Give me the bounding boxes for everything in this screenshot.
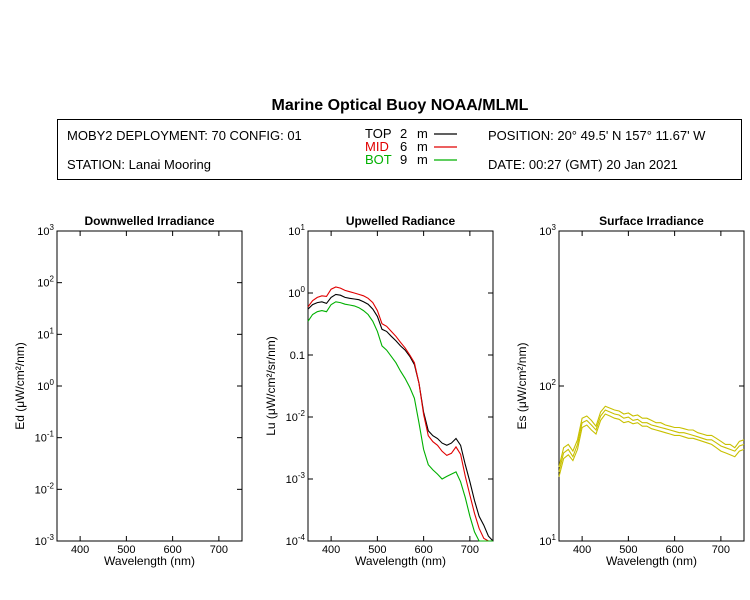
legend-label-top: TOP xyxy=(365,126,392,141)
series-line-top xyxy=(307,293,494,542)
plot-frame xyxy=(558,230,745,542)
legend-unit-top: m xyxy=(417,126,428,141)
y-tick-label: 10-3 xyxy=(35,533,55,548)
panel-title: Downwelled Irradiance xyxy=(84,214,214,228)
x-tick-label: 600 xyxy=(163,544,181,556)
info-box: MOBY2 DEPLOYMENT: 70 CONFIG: 01 STATION:… xyxy=(57,119,742,180)
y-tick-label: 102 xyxy=(539,378,556,393)
y-axis-label: Es (μW/cm²/nm) xyxy=(515,343,529,430)
y-tick-label: 102 xyxy=(37,275,54,290)
x-tick-label: 500 xyxy=(368,544,386,556)
y-tick-label: 101 xyxy=(288,223,305,238)
deployment-label: MOBY2 DEPLOYMENT: 70 CONFIG: 01 xyxy=(67,128,302,143)
y-tick-label: 101 xyxy=(37,326,54,341)
x-axis-label: Wavelength (nm) xyxy=(104,554,195,568)
y-tick-label: 10-4 xyxy=(286,533,306,548)
panel-1: Downwelled Irradiance 400 500 600 700 10-3 10-… xyxy=(13,214,243,568)
series-line-2 xyxy=(558,409,745,472)
y-tick-label: 10-1 xyxy=(35,430,55,445)
y-tick-label: 101 xyxy=(539,533,556,548)
series-line-bot xyxy=(307,301,493,542)
y-tick-label: 103 xyxy=(37,223,54,238)
x-tick-label: 400 xyxy=(322,544,340,556)
x-tick-label: 700 xyxy=(210,544,228,556)
x-tick-label: 700 xyxy=(461,544,479,556)
x-tick-label: 500 xyxy=(117,544,135,556)
y-tick-label: 0.1 xyxy=(290,350,305,362)
panel-title: Surface Irradiance xyxy=(599,214,704,228)
legend-depth-bot: 9 xyxy=(400,152,407,167)
x-axis-label: Wavelength (nm) xyxy=(355,554,446,568)
legend-label-mid: MID xyxy=(365,139,389,154)
y-tick-label: 103 xyxy=(539,223,556,238)
y-axis-label: Ed (μW/cm²/nm) xyxy=(13,342,27,430)
panel-title: Upwelled Radiance xyxy=(346,214,456,228)
y-tick-label: 10-2 xyxy=(35,481,55,496)
plot-frame xyxy=(56,230,243,542)
x-tick-label: 400 xyxy=(573,544,591,556)
legend-depth-mid: 6 xyxy=(400,139,407,154)
position-label: POSITION: 20° 49.5' N 157° 11.67' W xyxy=(488,128,706,143)
x-tick-label: 700 xyxy=(712,544,730,556)
y-tick-label: 10-3 xyxy=(286,471,306,486)
x-tick-label: 600 xyxy=(665,544,683,556)
station-label: STATION: Lanai Mooring xyxy=(67,157,212,172)
x-axis-label: Wavelength (nm) xyxy=(606,554,697,568)
legend-unit-bot: m xyxy=(417,152,428,167)
panel-3: Surface Irradiance 400 500 600 700 101 102 103 W… xyxy=(515,214,745,568)
x-tick-label: 500 xyxy=(619,544,637,556)
date-label: DATE: 00:27 (GMT) 20 Jan 2021 xyxy=(488,157,678,172)
legend-label-bot: BOT xyxy=(365,152,392,167)
plot-frame xyxy=(307,230,494,542)
series-line-3 xyxy=(558,413,745,477)
series-line-mid xyxy=(307,286,493,542)
panel-2: Upwelled Radiance 400 500 600 700 10-4 10-3 10-… xyxy=(264,214,494,568)
page-title: Marine Optical Buoy NOAA/MLML xyxy=(271,97,529,114)
legend-unit-mid: m xyxy=(417,139,428,154)
x-tick-label: 600 xyxy=(414,544,432,556)
y-tick-label: 100 xyxy=(288,285,305,300)
y-tick-label: 100 xyxy=(37,378,54,393)
y-tick-label: 10-2 xyxy=(286,409,306,424)
x-tick-label: 400 xyxy=(71,544,89,556)
y-axis-label: Lu (μW/cm²/sr/nm) xyxy=(264,336,278,436)
legend-depth-top: 2 xyxy=(400,126,407,141)
series-line-1 xyxy=(558,405,745,468)
